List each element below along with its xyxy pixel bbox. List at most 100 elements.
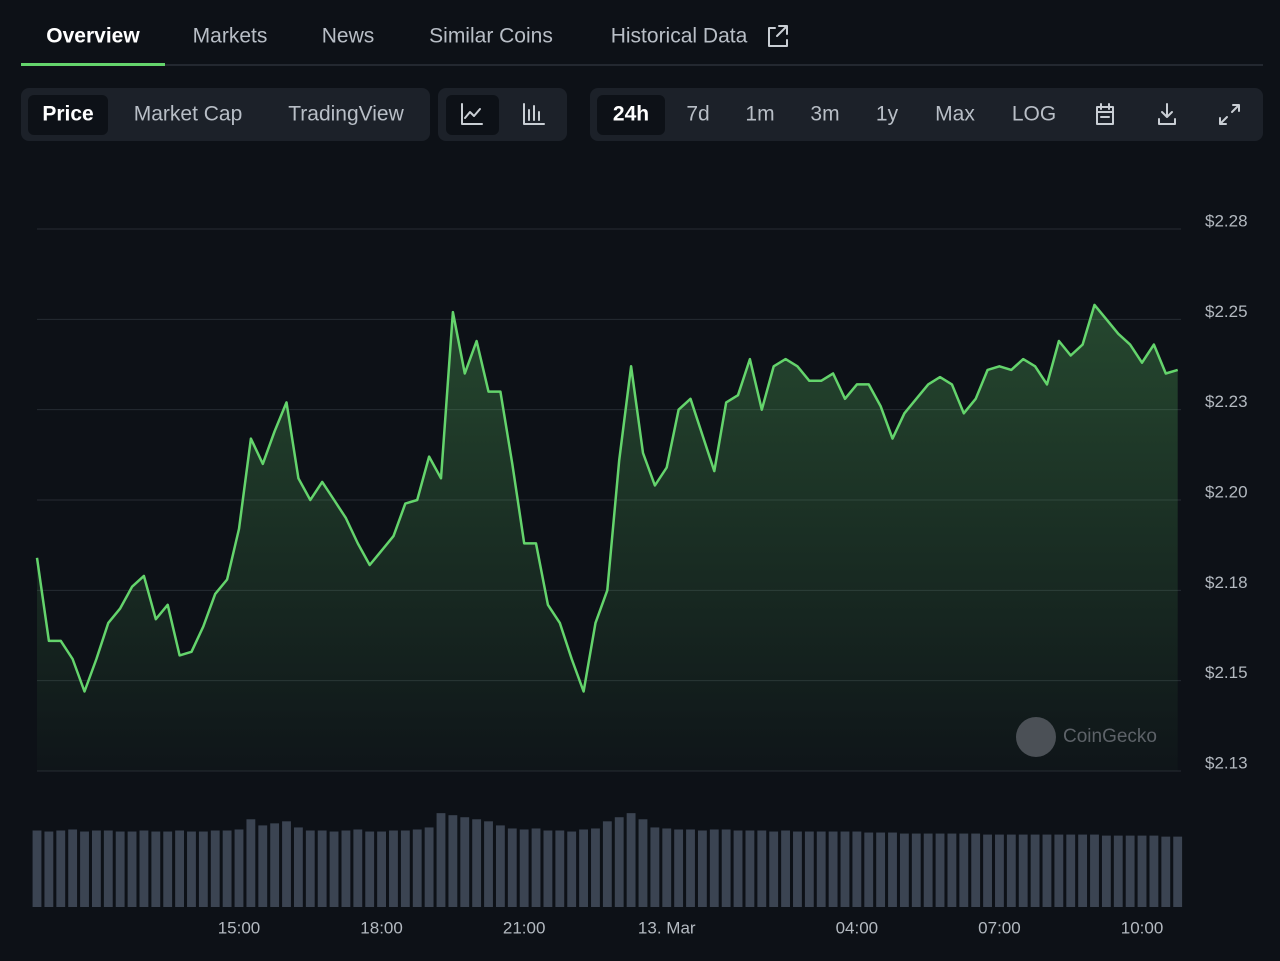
- range-button[interactable]: 3m: [810, 103, 839, 126]
- volume-bar: [602, 821, 612, 907]
- calendar-icon[interactable]: [1096, 103, 1114, 125]
- volume-bar: [1137, 835, 1147, 907]
- x-tick-label: 15:00: [218, 918, 261, 937]
- download-icon[interactable]: [1158, 103, 1176, 125]
- volume-bar: [793, 831, 802, 907]
- volume-bar: [911, 833, 921, 907]
- mode-button[interactable]: Price: [42, 103, 93, 126]
- volume-bar: [115, 831, 125, 907]
- volume-bar: [579, 829, 588, 907]
- volume-bar: [995, 834, 1004, 907]
- volume-bar: [282, 821, 291, 907]
- volume-bar: [804, 831, 814, 907]
- tab[interactable]: News: [322, 25, 375, 48]
- y-tick-label: $2.20: [1205, 482, 1248, 501]
- volume-bar: [1018, 834, 1028, 907]
- line-chart-icon[interactable]: [461, 103, 483, 125]
- volume-bar: [555, 830, 565, 907]
- volume-bar: [389, 830, 398, 907]
- volume-bar: [709, 829, 719, 907]
- volume-bar: [959, 833, 969, 907]
- volume-bar: [139, 830, 149, 907]
- volume-bar: [686, 829, 695, 907]
- volume-bar: [519, 829, 529, 907]
- volume-bar: [472, 819, 482, 907]
- external-link-icon[interactable]: [768, 25, 788, 47]
- volume-bar: [365, 831, 375, 907]
- tab[interactable]: Historical Data: [611, 25, 748, 48]
- tab[interactable]: Overview: [46, 25, 140, 48]
- volume-bar: [1078, 834, 1088, 907]
- mode-button[interactable]: TradingView: [288, 103, 404, 126]
- volume-bar: [567, 831, 577, 907]
- volume-bar: [222, 830, 232, 907]
- volume-bar: [151, 831, 161, 907]
- active-mode: [28, 95, 108, 135]
- volume-bar: [56, 830, 66, 907]
- volume-bar: [828, 831, 838, 907]
- volume-bar: [270, 823, 280, 907]
- volume-bar: [876, 832, 886, 907]
- volume-bar: [1090, 834, 1099, 907]
- tab[interactable]: Similar Coins: [429, 25, 553, 48]
- fullscreen-icon[interactable]: [1219, 104, 1240, 125]
- volume-bar: [329, 831, 339, 907]
- volume-bar: [127, 831, 137, 907]
- volume-bar: [638, 819, 648, 907]
- plot: $2.13 $2.15 $2.18 $2.20 $2.23 $2.25 $2.28 15:00…: [32, 211, 1248, 937]
- volume-bar: [864, 832, 874, 907]
- volume-bar: [412, 829, 422, 907]
- volume-bar: [852, 831, 862, 907]
- range-group: [590, 88, 1263, 141]
- volume-bar: [1149, 835, 1159, 907]
- x-tick-label: 18:00: [360, 918, 403, 937]
- volume-bar: [923, 833, 933, 907]
- mode-button[interactable]: Market Cap: [134, 103, 243, 126]
- volume-bar: [187, 831, 196, 907]
- y-tick-label: $2.28: [1205, 211, 1248, 230]
- volume-bar: [816, 831, 826, 907]
- range-button[interactable]: 1y: [876, 103, 899, 126]
- volume-bar: [840, 831, 850, 907]
- volume-bar: [1125, 835, 1135, 907]
- volume-bar: [1101, 835, 1111, 907]
- volume-bar: [721, 829, 731, 907]
- x-tick-label: 10:00: [1121, 918, 1164, 937]
- volume-bar: [662, 828, 672, 907]
- tab[interactable]: Markets: [193, 25, 268, 48]
- volume-bar: [507, 828, 517, 907]
- candle-chart-icon[interactable]: [523, 103, 545, 125]
- volume-bar: [614, 817, 624, 907]
- range-button[interactable]: Max: [935, 103, 975, 126]
- x-tick-label: 13. Mar: [638, 918, 696, 937]
- watermark-logo: [1016, 717, 1056, 757]
- x-tick-label: 07:00: [978, 918, 1021, 937]
- volume-bar: [91, 830, 101, 907]
- volume-bar: [1030, 834, 1040, 907]
- x-tick-label: 04:00: [836, 918, 879, 937]
- range-button[interactable]: 24h: [613, 103, 649, 126]
- watermark: CoinGecko: [1063, 726, 1157, 747]
- range-button[interactable]: 7d: [686, 103, 709, 126]
- volume-bar: [626, 813, 636, 907]
- price-area: [37, 304, 1178, 771]
- volume-bar: [341, 830, 351, 907]
- volume-bar: [353, 829, 363, 907]
- volume-bar: [436, 813, 446, 907]
- range-button[interactable]: LOG: [1012, 103, 1056, 126]
- volume-bar: [733, 830, 743, 907]
- volume-bar: [80, 831, 89, 907]
- range-button[interactable]: 1m: [745, 103, 774, 126]
- volume-bar: [400, 830, 410, 907]
- volume-bar: [44, 831, 54, 907]
- volume-bar: [591, 828, 600, 907]
- volume-bar: [971, 833, 981, 907]
- volume-bar: [484, 821, 493, 907]
- mode-group: [21, 88, 430, 141]
- volume-bar: [377, 831, 387, 907]
- volume-bar: [757, 830, 767, 907]
- volume-bar: [495, 825, 505, 907]
- volume-bar: [1173, 836, 1183, 907]
- volume-bar: [1066, 834, 1076, 907]
